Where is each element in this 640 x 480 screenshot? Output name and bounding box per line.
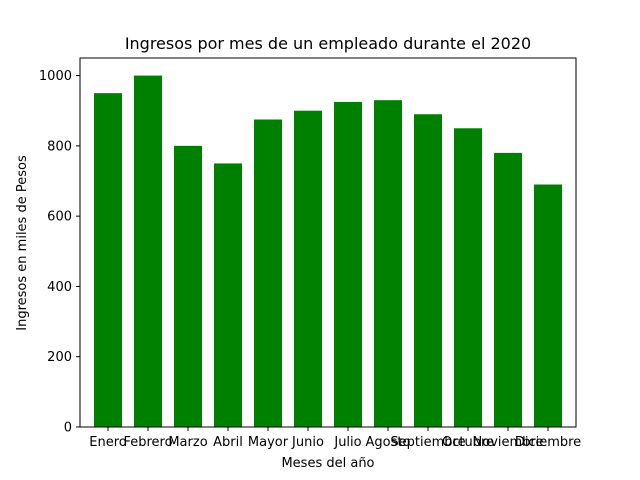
plot-frame <box>79 57 577 428</box>
y-tick-label: 800 <box>47 139 72 154</box>
bar-agosto <box>374 100 402 428</box>
x-tick-label: Julio <box>333 435 361 450</box>
x-tick-label: Junio <box>291 435 324 450</box>
x-tick-label: Diciembre <box>515 435 581 450</box>
y-tick-label: 600 <box>47 210 72 225</box>
x-tick-label: Septiembre <box>390 435 465 450</box>
bar-octubre <box>454 128 482 428</box>
bar-junio <box>294 110 322 428</box>
x-tick-label: Noviembre <box>473 435 544 450</box>
y-axis: 0 200 400 600 800 1000 <box>39 69 80 436</box>
y-axis-label: Ingresos en miles de Pesos <box>15 155 30 331</box>
x-tick-label: Octubre <box>442 435 494 450</box>
y-tick-label: 200 <box>47 350 72 365</box>
y-tick-label: 1000 <box>39 69 72 84</box>
bar-abril <box>214 163 242 427</box>
x-tick-label: Abril <box>213 435 243 450</box>
bar-mayor <box>254 119 282 427</box>
x-axis-label: Meses del año <box>281 456 374 471</box>
bar-noviembre <box>494 152 522 427</box>
x-tick-label: Febrero <box>123 435 172 450</box>
y-tick-label: 0 <box>64 421 72 436</box>
bar-diciembre <box>534 184 562 427</box>
x-tick-label: Mayor <box>248 435 289 450</box>
x-tick-label: Enero <box>89 435 127 450</box>
bars-group <box>94 75 562 428</box>
bar-julio <box>334 101 362 428</box>
x-tick-label: Agosto <box>366 435 411 450</box>
y-tick-label: 400 <box>47 280 72 295</box>
bar-febrero <box>134 75 162 427</box>
bar-enero <box>94 93 122 427</box>
bar-septiembre <box>414 114 442 427</box>
x-tick-label: Marzo <box>168 435 207 450</box>
bar-marzo <box>174 145 202 428</box>
chart-title: Ingresos por mes de un empleado durante … <box>125 34 531 53</box>
